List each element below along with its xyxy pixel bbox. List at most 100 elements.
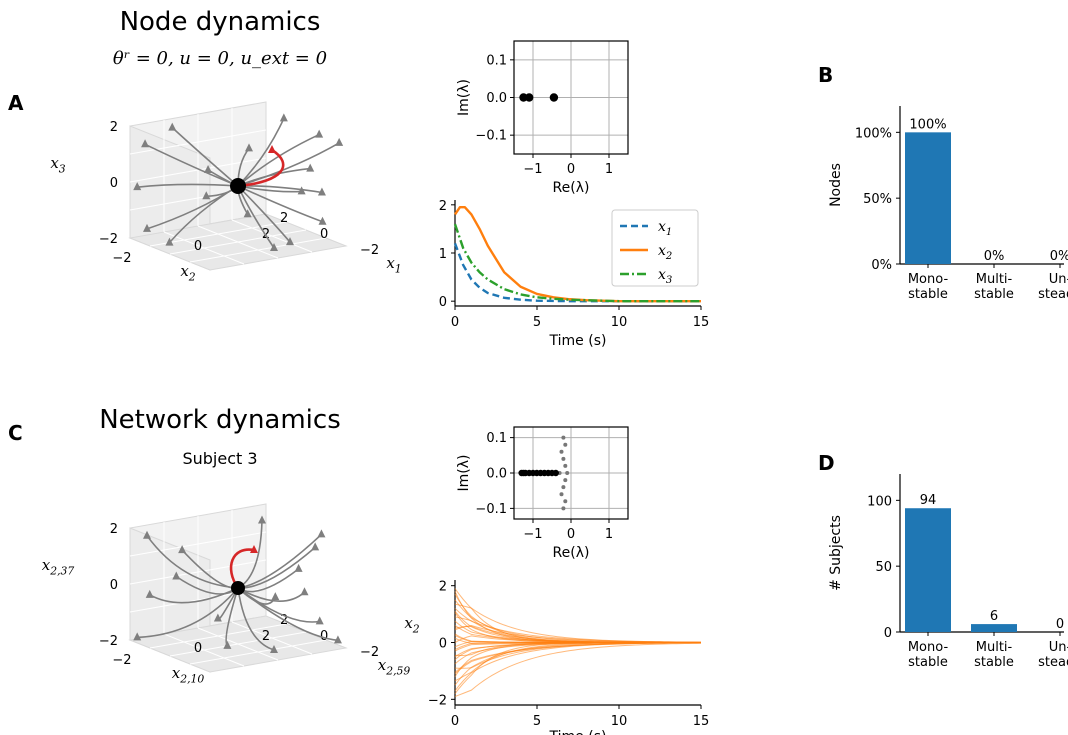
category-label: steady <box>1038 287 1068 302</box>
category-label: Mono- <box>908 640 949 655</box>
x-tick-label: 5 <box>533 714 541 729</box>
trajectory-start-arrow <box>213 613 222 622</box>
category-label: Un- <box>1049 640 1068 655</box>
series-line-x3 <box>453 223 701 303</box>
trajectory <box>237 133 320 187</box>
x-tick-label: 0 <box>451 714 459 729</box>
trajectory-start-arrow <box>204 164 213 173</box>
y-tick-label: 0% <box>871 258 892 273</box>
highlighted-trajectory <box>237 148 285 188</box>
category-label: Multi- <box>976 640 1013 655</box>
y-axis-label: x2 <box>180 262 195 284</box>
trajectory-start-arrow <box>172 571 181 580</box>
node-stability-bar-chart: 0% 50% 100% Nodes 100% Mono-stable 0% Multi-sta… <box>828 106 1068 302</box>
eigenvalue-point <box>563 463 568 468</box>
eigenvalue-point <box>549 93 559 102</box>
x-axis-label: x2,59 <box>378 656 411 678</box>
floor-grid <box>231 219 313 253</box>
bar-value-label: 0% <box>1050 249 1068 264</box>
trajectory-start-arrow <box>335 137 344 146</box>
fixed-point <box>230 178 246 194</box>
x-tick-label: 10 <box>611 315 628 330</box>
trajectory-start-arrow <box>311 542 320 551</box>
network-stability-bar-chart: 0 50 100 # Subjects 94 Mono-stable 6 Multi-stab… <box>828 474 1068 670</box>
y-axis-label: x2 <box>404 614 419 636</box>
x-axis-label: Time (s) <box>549 729 607 735</box>
trajectory <box>137 587 239 639</box>
trajectory-start-arrow <box>258 515 267 524</box>
x-tick-label: 15 <box>693 315 710 330</box>
node-title: Node dynamics <box>120 7 321 37</box>
node-trajectory <box>454 591 702 643</box>
category-label: steady <box>1038 655 1068 670</box>
floor-grid <box>197 225 279 259</box>
trajectory-start-arrow <box>223 640 232 649</box>
trajectory-start-arrow <box>178 545 187 554</box>
trajectory-start-arrow <box>317 529 326 538</box>
panel-letter-c: C <box>8 421 23 445</box>
y-tick-label: 0 <box>194 641 202 656</box>
wall-grid <box>129 559 267 585</box>
y-tick-label: 0 <box>439 295 447 310</box>
trajectory-start-arrow <box>142 223 151 232</box>
floor-grid <box>189 639 327 665</box>
y-tick-label: −0.1 <box>475 129 507 144</box>
trajectory-start-arrow <box>133 632 142 641</box>
eigenvalue-point <box>561 456 566 461</box>
network-title: Network dynamics <box>99 405 341 435</box>
x-tick-label: −2 <box>360 645 379 660</box>
trajectory <box>237 185 291 243</box>
category-label: stable <box>974 287 1014 302</box>
trajectory-start-arrow <box>243 209 252 218</box>
y-tick-label: 2 <box>439 580 447 595</box>
y-axis-label: x2,10 <box>172 664 205 686</box>
fixed-point <box>231 581 245 595</box>
trajectory-start-arrow <box>270 243 278 251</box>
legend-label: x3 <box>658 267 672 286</box>
y-tick-label: 2 <box>439 199 447 214</box>
y-axis-label: Im(λ) <box>456 455 472 492</box>
y-axis-label: Nodes <box>828 163 844 207</box>
x-tick-label: 0 <box>567 162 575 177</box>
trajectory-start-arrow <box>300 587 309 596</box>
network-eigenvalue-plot: −1 0 1 0.1 0.0 −0.1 Re(λ) Im(λ) <box>456 426 629 561</box>
trajectory-start-arrow <box>270 645 278 653</box>
node-trajectory <box>454 593 702 643</box>
category-label: Mono- <box>908 272 949 287</box>
trajectory <box>144 143 239 187</box>
x-tick-label: 5 <box>533 315 541 330</box>
x-tick-label: 15 <box>693 714 710 729</box>
y-axis-label: # Subjects <box>828 515 844 591</box>
trajectory-start-arrow <box>133 182 142 191</box>
y-tick-label: 0.1 <box>486 53 507 68</box>
wall-grid <box>129 129 267 155</box>
z-axis-label: x3 <box>50 154 65 176</box>
trajectory-start-arrow <box>244 143 253 152</box>
eigenvalue-point <box>561 485 566 490</box>
category-label: stable <box>908 655 948 670</box>
y-tick-label: −2 <box>112 251 131 266</box>
bar <box>971 624 1017 632</box>
z-tick-label: 0 <box>110 578 118 593</box>
trajectory-start-arrow <box>286 237 294 246</box>
x-axis-label: Time (s) <box>549 333 607 349</box>
z-tick-label: −2 <box>99 232 118 247</box>
floor-grid <box>197 627 279 661</box>
trajectory-start-arrow <box>271 592 280 601</box>
bar-value-label: 0 <box>1056 617 1064 632</box>
eigenvalue-point <box>559 492 564 497</box>
y-tick-label: 0 <box>884 626 892 641</box>
trajectory <box>237 142 340 187</box>
category-label: stable <box>908 287 948 302</box>
eigenvalue-point <box>563 499 568 504</box>
eigenvalue-point <box>561 506 566 511</box>
node-eigenvalue-plot: −1 0 1 0.1 0.0 −0.1 Re(λ) Im(λ) <box>456 40 629 196</box>
trajectory <box>237 118 285 187</box>
eigenvalue-point <box>525 93 534 102</box>
panel-letter-b: B <box>818 63 833 87</box>
x-tick-label: 1 <box>605 162 613 177</box>
trajectory <box>171 127 239 187</box>
trajectory-start-arrow <box>333 635 342 644</box>
